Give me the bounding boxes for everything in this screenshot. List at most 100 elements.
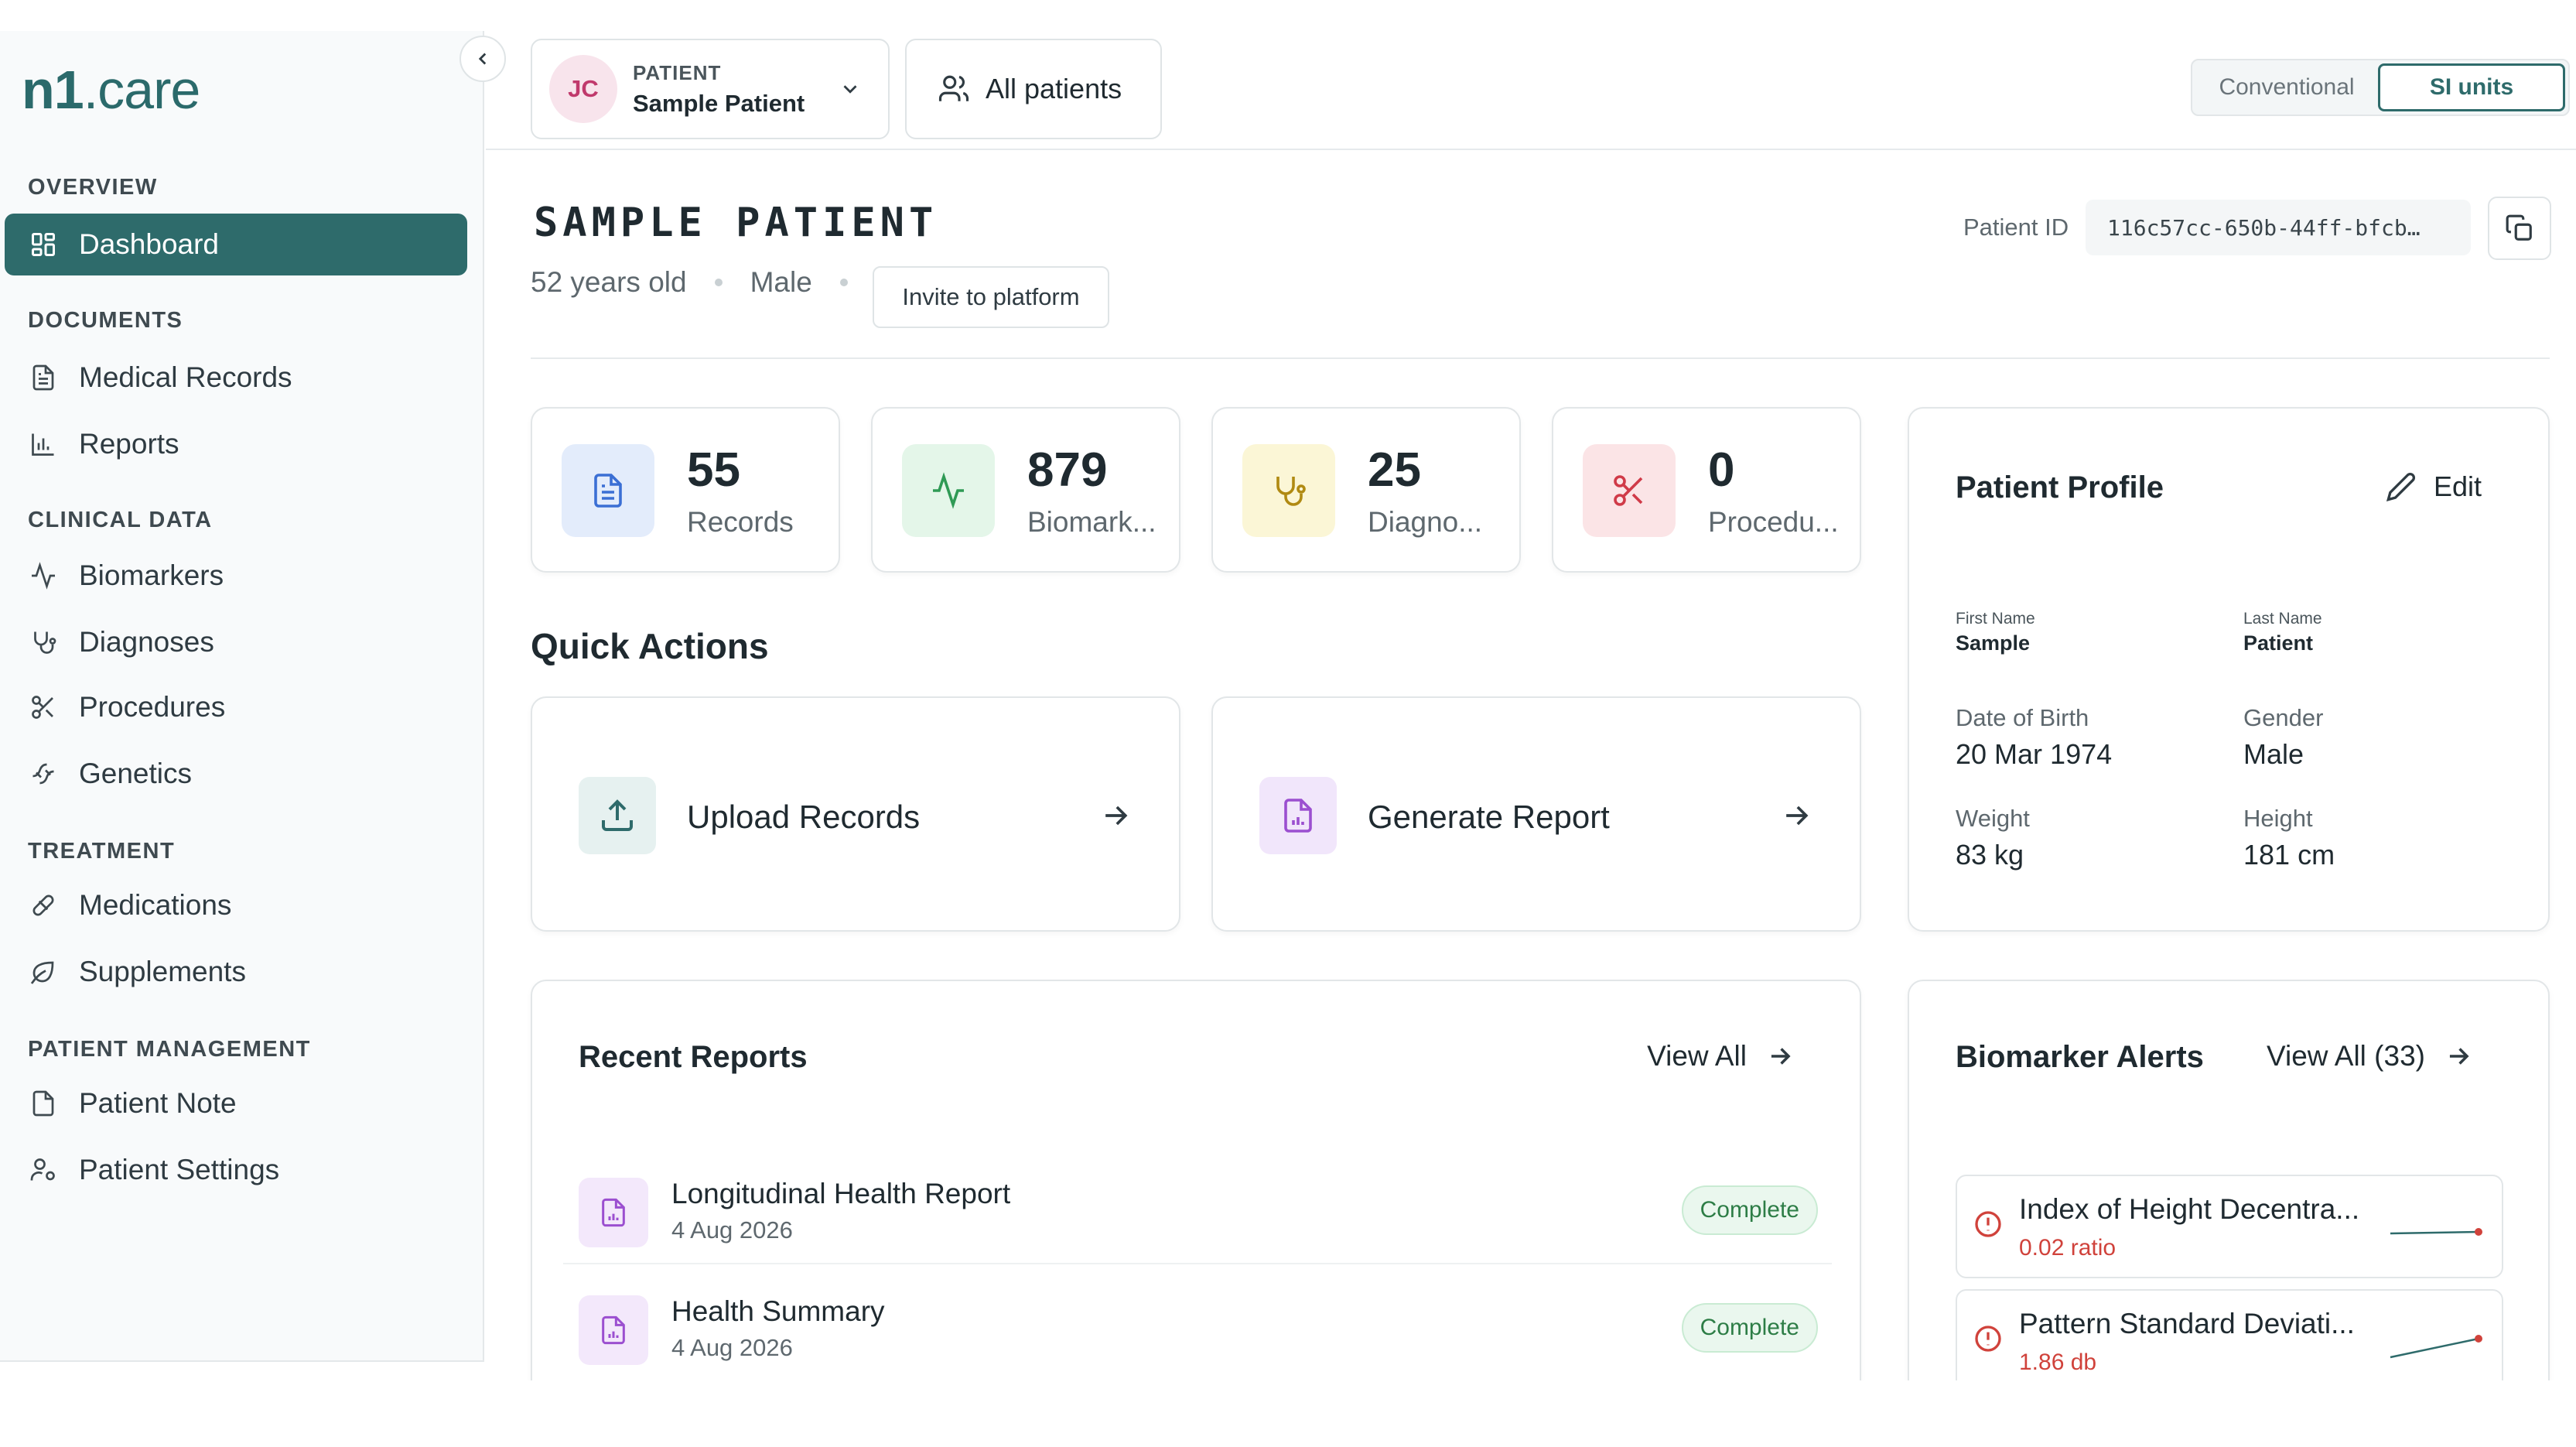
bar-chart-icon bbox=[28, 429, 59, 460]
report-row[interactable]: Health Summary 4 Aug 2026 Complete bbox=[563, 1277, 1832, 1382]
report-date: 4 Aug 2026 bbox=[671, 1334, 793, 1361]
alert-name: Index of Height Decentra... bbox=[2019, 1193, 2360, 1225]
field-value: 20 Mar 1974 bbox=[1956, 738, 2113, 770]
sidebar-item-label: Reports bbox=[79, 428, 179, 460]
sidebar-item-medications[interactable]: Medications bbox=[5, 874, 467, 936]
first-name-field: First Name Sample bbox=[1956, 610, 2035, 655]
users-icon bbox=[938, 73, 970, 105]
arrow-right-icon bbox=[1098, 799, 1133, 836]
note-icon bbox=[28, 1088, 59, 1119]
alert-item[interactable]: Index of Height Decentra... 0.02 ratio bbox=[1956, 1175, 2503, 1278]
view-all-label: View All (33) bbox=[2267, 1040, 2425, 1072]
patient-selector[interactable]: JC PATIENT Sample Patient bbox=[531, 39, 890, 139]
alert-item[interactable]: Pattern Standard Deviati... 1.86 db bbox=[1956, 1289, 2503, 1393]
dob-field: Date of Birth 20 Mar 1974 bbox=[1956, 704, 2112, 771]
sidebar-item-label: Dashboard bbox=[79, 228, 220, 260]
sidebar-item-reports[interactable]: Reports bbox=[5, 413, 467, 475]
unit-si[interactable]: SI units bbox=[2378, 63, 2565, 111]
quick-actions-title: Quick Actions bbox=[531, 626, 769, 666]
field-label: Date of Birth bbox=[1956, 704, 2089, 731]
last-name-field: Last Name Patient bbox=[2243, 610, 2322, 655]
sidebar-item-dashboard[interactable]: Dashboard bbox=[5, 214, 467, 275]
field-value: Sample bbox=[1956, 631, 2031, 655]
report-row[interactable]: Longitudinal Health Report 4 Aug 2026 Co… bbox=[563, 1159, 1832, 1264]
biomarker-alerts-title: Biomarker Alerts bbox=[1956, 1040, 2204, 1074]
patient-id-value: 116c57cc-650b-44ff-bfcb… bbox=[2086, 200, 2471, 255]
stat-value: 879 bbox=[1027, 443, 1108, 497]
alert-value: 0.02 ratio bbox=[2019, 1235, 2116, 1261]
stat-label: Biomark... bbox=[1027, 506, 1156, 538]
sidebar-item-genetics[interactable]: Genetics bbox=[5, 743, 467, 805]
patient-selector-label: PATIENT bbox=[633, 60, 722, 84]
stat-value: 55 bbox=[687, 443, 740, 497]
section-documents: DOCUMENTS bbox=[28, 308, 183, 333]
alert-circle-icon bbox=[1973, 1209, 2004, 1240]
report-title: Health Summary bbox=[671, 1295, 885, 1327]
stat-label: Records bbox=[687, 506, 794, 538]
view-all-alerts-link[interactable]: View All (33) bbox=[2267, 1040, 2473, 1072]
status-badge: Complete bbox=[1681, 1303, 1818, 1353]
field-label: First Name bbox=[1956, 610, 2035, 628]
gender-field: Gender Male bbox=[2243, 704, 2323, 771]
patient-age: 52 years old bbox=[531, 266, 687, 298]
sparkline bbox=[2390, 1335, 2482, 1359]
dna-icon bbox=[28, 758, 59, 789]
report-title: Longitudinal Health Report bbox=[671, 1178, 1011, 1209]
weight-field: Weight 83 kg bbox=[1956, 805, 2030, 871]
units-toggle: Conventional SI units bbox=[2191, 59, 2570, 116]
sidebar-item-diagnoses[interactable]: Diagnoses bbox=[5, 611, 467, 673]
sidebar-item-procedures[interactable]: Procedures bbox=[5, 676, 467, 738]
copy-id-button[interactable] bbox=[2488, 197, 2551, 260]
avatar: JC bbox=[549, 55, 617, 123]
alert-circle-icon bbox=[1973, 1323, 2004, 1354]
sidebar-item-patient-note[interactable]: Patient Note bbox=[5, 1072, 467, 1134]
logo[interactable]: n1.care bbox=[22, 60, 200, 120]
stat-label: Procedu... bbox=[1708, 506, 1839, 538]
stat-card-procedures[interactable]: 0 Procedu... bbox=[1552, 407, 1861, 573]
stat-value: 25 bbox=[1368, 443, 1421, 497]
sidebar-item-label: Biomarkers bbox=[79, 559, 224, 591]
unit-conventional[interactable]: Conventional bbox=[2219, 74, 2355, 100]
sidebar-item-label: Patient Note bbox=[79, 1087, 237, 1119]
sidebar-item-label: Medications bbox=[79, 889, 232, 921]
document-icon bbox=[562, 444, 654, 537]
recent-reports-card: Recent Reports View All Longitudinal Hea… bbox=[531, 980, 1861, 1447]
field-value: 181 cm bbox=[2243, 839, 2335, 871]
separator-dot bbox=[839, 279, 848, 286]
report-date: 4 Aug 2026 bbox=[671, 1216, 793, 1243]
field-value: 83 kg bbox=[1956, 839, 2024, 871]
profile-title: Patient Profile bbox=[1956, 470, 2164, 505]
sidebar-item-patient-settings[interactable]: Patient Settings bbox=[5, 1139, 467, 1201]
biomarker-alerts-card: Biomarker Alerts View All (33) Index of … bbox=[1908, 980, 2550, 1447]
stethoscope-icon bbox=[1242, 444, 1335, 537]
recent-reports-title: Recent Reports bbox=[579, 1040, 808, 1074]
upload-records-button[interactable]: Upload Records bbox=[531, 696, 1180, 932]
height-field: Height 181 cm bbox=[2243, 805, 2335, 871]
stat-card-biomarkers[interactable]: 879 Biomark... bbox=[871, 407, 1180, 573]
edit-profile-button[interactable]: Edit bbox=[2386, 470, 2482, 503]
stat-card-diagnoses[interactable]: 25 Diagno... bbox=[1211, 407, 1521, 573]
sidebar-item-biomarkers[interactable]: Biomarkers bbox=[5, 545, 467, 607]
divider bbox=[531, 357, 2550, 359]
generate-report-button[interactable]: Generate Report bbox=[1211, 696, 1861, 932]
view-all-reports-link[interactable]: View All bbox=[1647, 1040, 1795, 1072]
invite-button[interactable]: Invite to platform bbox=[873, 266, 1109, 328]
sidebar-item-medical-records[interactable]: Medical Records bbox=[5, 347, 467, 409]
sidebar-item-label: Genetics bbox=[79, 758, 193, 789]
view-all-label: View All bbox=[1647, 1040, 1747, 1072]
stat-card-records[interactable]: 55 Records bbox=[531, 407, 840, 573]
viewport-bottom bbox=[0, 1380, 2576, 1447]
sparkline bbox=[2390, 1228, 2482, 1236]
arrow-right-icon bbox=[1765, 1042, 1795, 1071]
report-icon bbox=[1259, 777, 1337, 854]
arrow-right-icon bbox=[2444, 1042, 2473, 1071]
collapse-sidebar-button[interactable] bbox=[460, 36, 506, 82]
sidebar-item-supplements[interactable]: Supplements bbox=[5, 941, 467, 1003]
separator-dot bbox=[714, 279, 723, 286]
report-icon bbox=[579, 1178, 648, 1247]
sidebar-item-label: Patient Settings bbox=[79, 1154, 280, 1185]
section-treatment: TREATMENT bbox=[28, 839, 176, 864]
stat-value: 0 bbox=[1708, 443, 1735, 497]
edit-label: Edit bbox=[2433, 470, 2482, 502]
all-patients-button[interactable]: All patients bbox=[905, 39, 1162, 139]
